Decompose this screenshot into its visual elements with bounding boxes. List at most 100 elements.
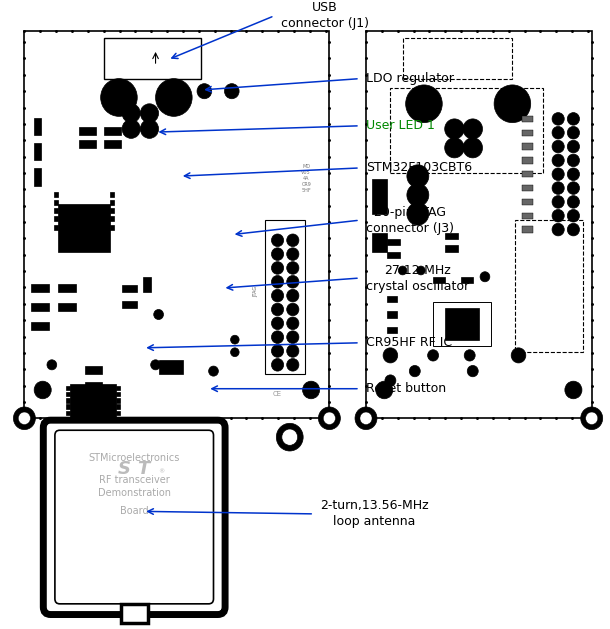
Circle shape [303,381,320,399]
Bar [79,140,96,148]
Circle shape [552,209,564,222]
Bar [30,284,49,292]
Bar [522,116,533,122]
Circle shape [224,84,239,99]
Circle shape [567,223,580,236]
Text: LDO regulator: LDO regulator [366,72,454,85]
Bar [372,179,387,214]
Bar [104,140,121,148]
Bar [445,245,458,252]
Bar [54,208,58,213]
Circle shape [231,335,239,344]
Bar [522,130,533,136]
Text: CR95HF RF IC: CR95HF RF IC [366,337,452,349]
Text: Board: Board [120,506,148,516]
Text: USB
connector (J1): USB connector (J1) [281,1,368,30]
Circle shape [122,120,140,138]
Circle shape [567,154,580,167]
Text: RF transceiver: RF transceiver [99,476,170,486]
Circle shape [552,182,564,194]
Circle shape [323,412,336,425]
Circle shape [463,119,483,139]
Circle shape [567,196,580,208]
Bar [116,404,120,409]
Circle shape [271,234,284,247]
Bar [54,200,58,205]
Bar [387,311,397,318]
Bar [110,208,114,213]
Circle shape [463,138,483,158]
Circle shape [231,348,239,357]
Bar [122,285,137,292]
Circle shape [567,140,580,153]
Bar [522,157,533,164]
Bar [445,308,479,340]
Circle shape [287,262,299,274]
Circle shape [567,182,580,194]
Circle shape [101,79,137,116]
Text: T: T [137,460,149,477]
Bar [265,220,305,374]
Bar [104,127,121,135]
Circle shape [567,168,580,181]
Text: ®: ® [159,469,165,474]
Circle shape [271,345,284,357]
Bar [116,411,120,415]
Bar [522,213,533,219]
Circle shape [287,289,299,302]
Circle shape [271,359,284,371]
Text: CE: CE [273,391,282,398]
Bar [366,31,592,418]
Circle shape [156,79,192,116]
Text: STM32F103CBT6: STM32F103CBT6 [366,162,472,174]
Circle shape [287,276,299,288]
Bar [110,192,114,197]
Bar [372,233,387,252]
Bar [433,302,491,346]
Circle shape [552,196,564,208]
Bar [85,366,102,374]
Bar [104,38,201,79]
Circle shape [271,262,284,274]
Circle shape [140,104,159,123]
Circle shape [385,375,396,386]
Circle shape [552,168,564,181]
Circle shape [376,381,393,399]
Circle shape [287,317,299,330]
Circle shape [151,360,160,370]
Bar [116,398,120,403]
Circle shape [565,381,582,399]
Text: Demonstration: Demonstration [98,488,171,498]
Bar [66,392,70,396]
Circle shape [287,345,299,357]
Text: 27.12-MHz
crystal oscillator: 27.12-MHz crystal oscillator [366,264,469,292]
Circle shape [271,303,284,316]
Circle shape [567,209,580,222]
Bar [34,143,41,160]
Bar [110,216,114,221]
Bar [387,239,400,245]
Circle shape [552,126,564,139]
Bar [387,327,397,333]
Circle shape [287,359,299,371]
Bar [116,386,120,390]
Circle shape [287,303,299,316]
Circle shape [209,366,218,376]
Circle shape [586,412,598,425]
Text: User LED 1: User LED 1 [366,120,435,132]
Bar [122,301,137,308]
Bar [433,277,445,283]
Bar [70,384,116,425]
Bar [522,171,533,177]
Bar [54,192,58,197]
Circle shape [407,203,429,225]
Circle shape [271,317,284,330]
Bar [58,284,76,292]
Circle shape [445,119,464,139]
Circle shape [13,407,35,430]
Circle shape [271,276,284,288]
Bar [390,88,543,173]
Circle shape [567,113,580,125]
Bar [79,127,96,135]
Circle shape [154,309,163,320]
